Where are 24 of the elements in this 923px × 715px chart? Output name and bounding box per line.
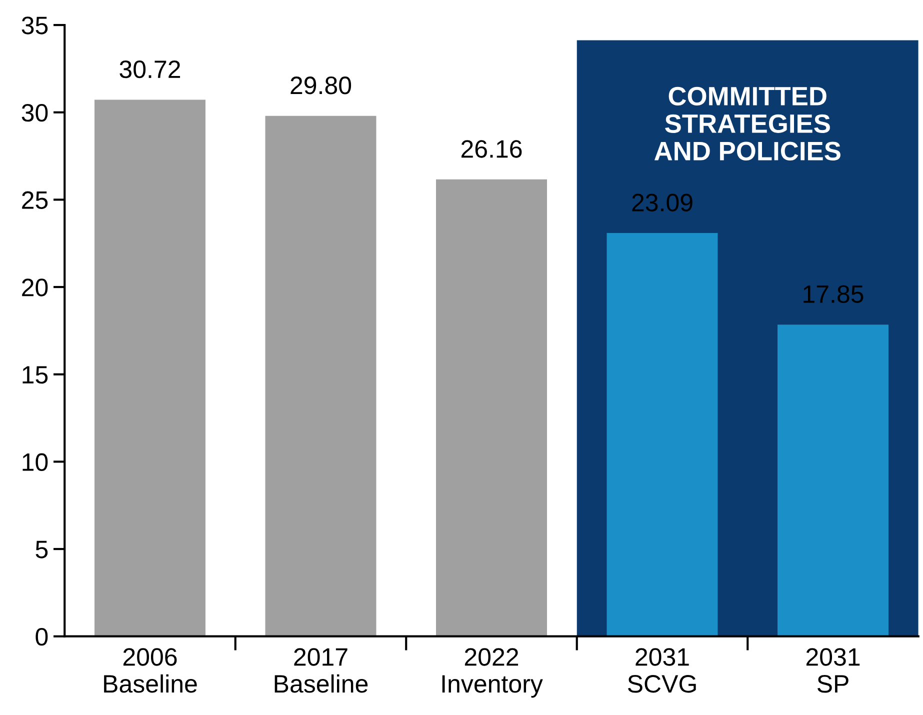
- x-tick-label: 2006 Baseline: [104, 648, 197, 693]
- bar: [265, 116, 376, 636]
- bar: [436, 179, 547, 636]
- y-tick-label: 25: [22, 191, 48, 209]
- y-tick-label: 10: [22, 453, 48, 471]
- bar: [778, 324, 889, 636]
- y-tick-label: 30: [22, 104, 48, 122]
- x-tick-label: 2017 Baseline: [274, 648, 368, 693]
- data-label: 23.09: [632, 194, 692, 212]
- y-tick-label: 0: [36, 628, 48, 646]
- bar: [606, 233, 718, 636]
- x-tick-label: 2031 SCVG: [628, 648, 696, 693]
- data-label: 29.80: [290, 76, 352, 94]
- data-label: 17.85: [804, 285, 864, 303]
- y-tick-label: 20: [22, 278, 48, 296]
- bar: [94, 100, 206, 636]
- data-label: 26.16: [461, 140, 522, 158]
- data-label: 30.72: [120, 60, 180, 78]
- x-tick-label: 2022 Inventory: [442, 648, 543, 698]
- y-tick-label: 35: [22, 16, 48, 34]
- x-tick-label: 2031 SP: [806, 648, 860, 693]
- band-label: COMMITTED STRATEGIES AND POLICIES: [654, 86, 840, 160]
- y-tick-label: 5: [36, 540, 48, 558]
- y-tick-label: 15: [22, 366, 48, 384]
